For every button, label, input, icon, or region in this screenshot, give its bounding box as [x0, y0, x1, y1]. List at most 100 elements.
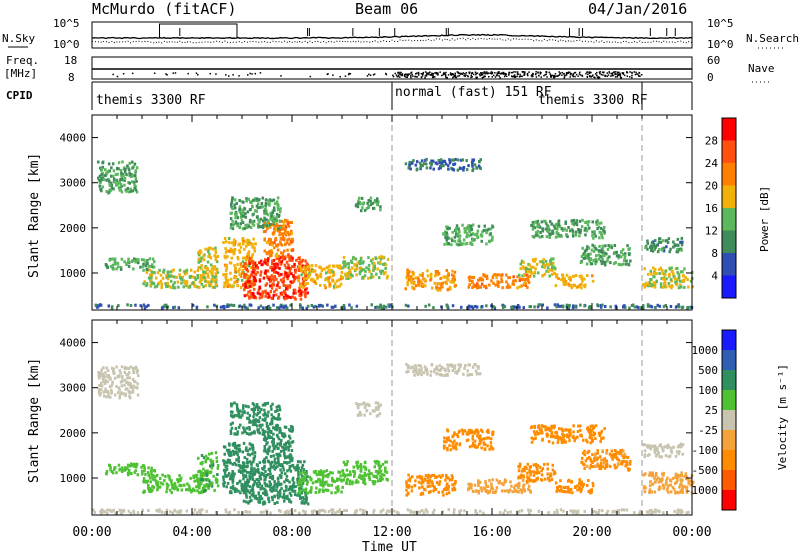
echo-cell — [300, 474, 304, 478]
echo-cell — [200, 454, 204, 457]
echo-cell — [242, 468, 246, 472]
echo-cell — [225, 279, 229, 283]
echo-cell — [363, 274, 367, 278]
echo-cell — [234, 216, 237, 220]
echo-cell — [209, 282, 213, 286]
echo-cell — [367, 263, 371, 267]
echo-cell — [212, 279, 216, 283]
echo-cell — [102, 178, 106, 182]
echo-cell — [261, 491, 265, 495]
echo-cell — [356, 266, 359, 270]
echo-cell — [285, 474, 289, 478]
echo-cell — [245, 244, 248, 248]
echo-cell — [371, 480, 374, 483]
echo-cell — [557, 223, 561, 227]
echo-cell — [173, 286, 177, 290]
nave-dot — [455, 76, 458, 79]
echo-cell — [111, 471, 115, 475]
echo-cell — [275, 257, 279, 261]
echo-cell — [142, 490, 145, 494]
echo-cell — [263, 209, 266, 213]
echo-cell — [196, 276, 200, 280]
echo-cell — [614, 261, 617, 264]
echo-cell — [444, 478, 447, 482]
echo-cell — [374, 401, 378, 405]
echo-cell — [229, 429, 233, 433]
echo-cell — [236, 407, 239, 411]
echo-cell — [453, 277, 456, 281]
echo-cell — [325, 480, 328, 484]
echo-cell — [412, 271, 415, 275]
echo-cell — [678, 279, 682, 283]
echo-cell — [290, 232, 293, 236]
nave-dot — [519, 73, 521, 76]
echo-cell — [314, 304, 317, 308]
echo-cell — [126, 376, 129, 380]
nave-dot — [633, 71, 635, 73]
colorbar-swatch — [722, 163, 736, 186]
echo-cell — [251, 469, 254, 473]
echo-cell — [263, 212, 266, 216]
echo-cell — [269, 284, 272, 288]
echo-cell — [327, 279, 330, 283]
echo-cell — [405, 493, 408, 497]
echo-cell — [669, 247, 672, 251]
echo-cell — [125, 173, 128, 177]
echo-cell — [357, 406, 360, 410]
echo-cell — [267, 277, 271, 281]
echo-cell — [233, 206, 237, 210]
cpid-segment-2: normal (fast) 151 RF — [395, 85, 552, 100]
echo-cell — [662, 249, 666, 253]
echo-cell — [288, 428, 291, 432]
echo-cell — [633, 511, 636, 515]
echo-cell — [508, 276, 511, 280]
echo-cell — [667, 281, 671, 285]
nave-dot — [597, 76, 600, 79]
echo-cell — [244, 284, 247, 288]
echo-cell — [591, 230, 594, 234]
echo-cell — [242, 283, 245, 287]
echo-cell — [255, 419, 259, 423]
echo-cell — [259, 425, 262, 429]
nave-dot — [634, 73, 637, 76]
echo-cell — [339, 264, 342, 268]
echo-cell — [288, 467, 291, 471]
nave-dot — [215, 73, 217, 75]
echo-cell — [608, 255, 611, 259]
echo-cell — [271, 498, 274, 502]
echo-cell — [110, 306, 114, 310]
echo-cell — [160, 510, 164, 514]
nave-dot — [598, 71, 601, 73]
echo-cell — [236, 263, 239, 266]
echo-cell — [451, 230, 455, 234]
nave-dot — [349, 73, 352, 75]
echo-cell — [293, 276, 296, 280]
nave-dot — [457, 72, 460, 75]
echo-cell — [443, 230, 447, 234]
echo-cell — [237, 458, 240, 462]
echo-cell — [127, 257, 130, 261]
echo-cell — [348, 482, 351, 486]
nave-dot — [528, 71, 530, 73]
echo-cell — [594, 247, 597, 250]
echo-cell — [195, 485, 198, 489]
nave-dot — [617, 74, 620, 76]
echo-cell — [305, 472, 308, 476]
echo-cell — [444, 162, 448, 166]
echo-cell — [258, 498, 261, 502]
echo-cell — [310, 486, 313, 490]
echo-cell — [333, 282, 337, 286]
echo-cell — [129, 396, 132, 400]
echo-cell — [470, 233, 473, 237]
echo-cell — [258, 198, 261, 202]
echo-cell — [286, 479, 289, 482]
echo-cell — [421, 159, 424, 163]
echo-cell — [490, 238, 493, 242]
echo-cell — [367, 267, 371, 271]
echo-cell — [240, 200, 244, 204]
echo-cell — [361, 261, 365, 265]
echo-cell — [374, 256, 377, 260]
echo-cell — [442, 164, 445, 168]
echo-cell — [502, 304, 505, 308]
